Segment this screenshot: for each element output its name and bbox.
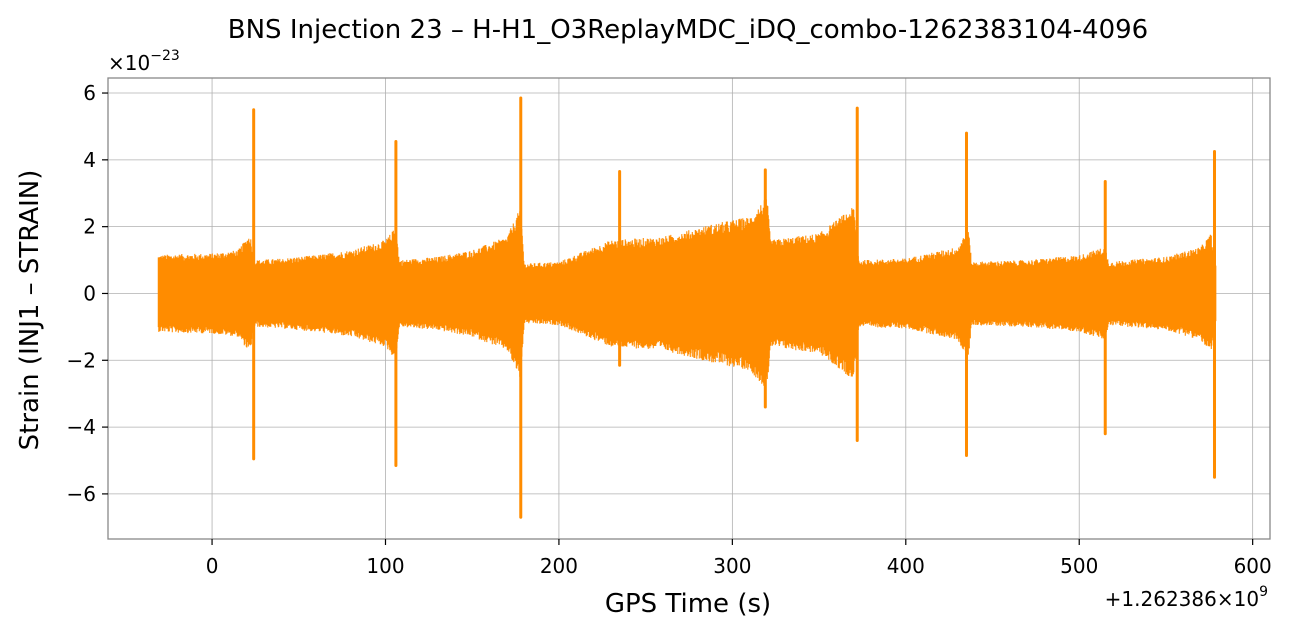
x-axis-ticks: 0 100 200 300 400 500 600 [206,539,1272,578]
x-tick-label: 200 [540,554,578,578]
series-strain [157,96,1217,519]
chart-title: BNS Injection 23 – H-H1_O3ReplayMDC_iDQ_… [228,15,1148,45]
x-tick-label: 0 [206,554,219,578]
y-tick-label: −4 [67,415,96,439]
y-tick-label: 6 [83,81,96,105]
y-tick-label: 2 [83,215,96,239]
y-tick-label: −6 [67,482,96,506]
y-axis-label: Strain (INJ1 – STRAIN) [15,170,45,451]
y-tick-label: 0 [83,281,96,305]
y-tick-label: −2 [67,348,96,372]
x-tick-label: 600 [1234,554,1272,578]
x-tick-label: 500 [1060,554,1098,578]
plot-frame [107,77,1271,540]
x-tick-label: 400 [887,554,925,578]
x-tick-label: 100 [366,554,404,578]
strain-trace [157,199,1217,386]
x-axis-label: GPS Time (s) [605,589,771,619]
y-axis-ticks: −6 −4 −2 0 2 4 6 [67,81,108,506]
y-scale-factor: ×10−23 [108,48,180,75]
x-tick-label: 300 [713,554,751,578]
y-tick-label: 4 [83,148,96,172]
x-offset-label: +1.262386×109 [1105,584,1268,611]
